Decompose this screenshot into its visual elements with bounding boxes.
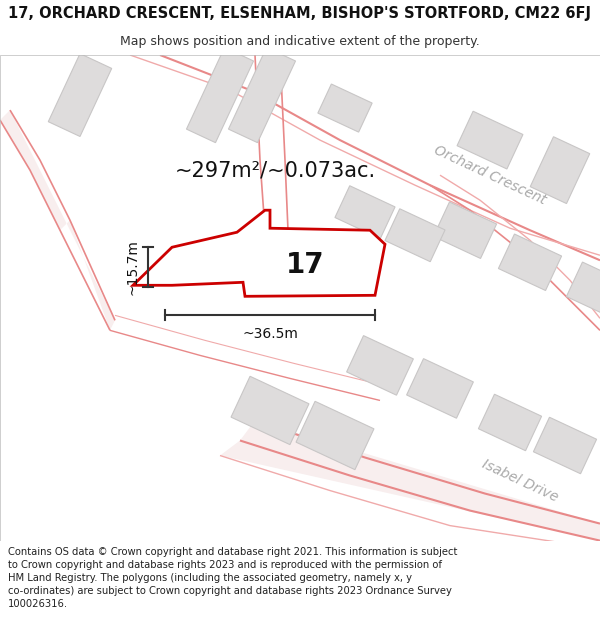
Text: ~36.5m: ~36.5m (242, 328, 298, 341)
Polygon shape (566, 262, 600, 319)
Polygon shape (499, 234, 562, 291)
Text: 17, ORCHARD CRESCENT, ELSENHAM, BISHOP'S STORTFORD, CM22 6FJ: 17, ORCHARD CRESCENT, ELSENHAM, BISHOP'S… (8, 6, 592, 21)
Text: Map shows position and indicative extent of the property.: Map shows position and indicative extent… (120, 35, 480, 48)
Text: Isabel Drive: Isabel Drive (480, 457, 560, 504)
Text: Orchard Crescent: Orchard Crescent (432, 143, 548, 208)
Polygon shape (457, 111, 523, 169)
Text: Contains OS data © Crown copyright and database right 2021. This information is : Contains OS data © Crown copyright and d… (8, 547, 457, 609)
Polygon shape (385, 209, 445, 262)
Polygon shape (318, 84, 372, 132)
Polygon shape (48, 54, 112, 136)
Polygon shape (335, 186, 395, 239)
Polygon shape (229, 48, 296, 142)
Polygon shape (0, 110, 115, 331)
Polygon shape (220, 421, 600, 541)
Polygon shape (187, 48, 254, 142)
Polygon shape (231, 376, 309, 444)
Text: ~297m²/~0.073ac.: ~297m²/~0.073ac. (175, 160, 376, 180)
Polygon shape (347, 336, 413, 395)
Polygon shape (530, 137, 590, 204)
Polygon shape (296, 401, 374, 469)
Polygon shape (133, 210, 385, 296)
Text: 17: 17 (286, 251, 325, 279)
Polygon shape (478, 394, 542, 451)
Polygon shape (407, 359, 473, 418)
Polygon shape (533, 418, 596, 474)
Polygon shape (433, 202, 497, 259)
Text: ~15.7m: ~15.7m (126, 239, 140, 295)
